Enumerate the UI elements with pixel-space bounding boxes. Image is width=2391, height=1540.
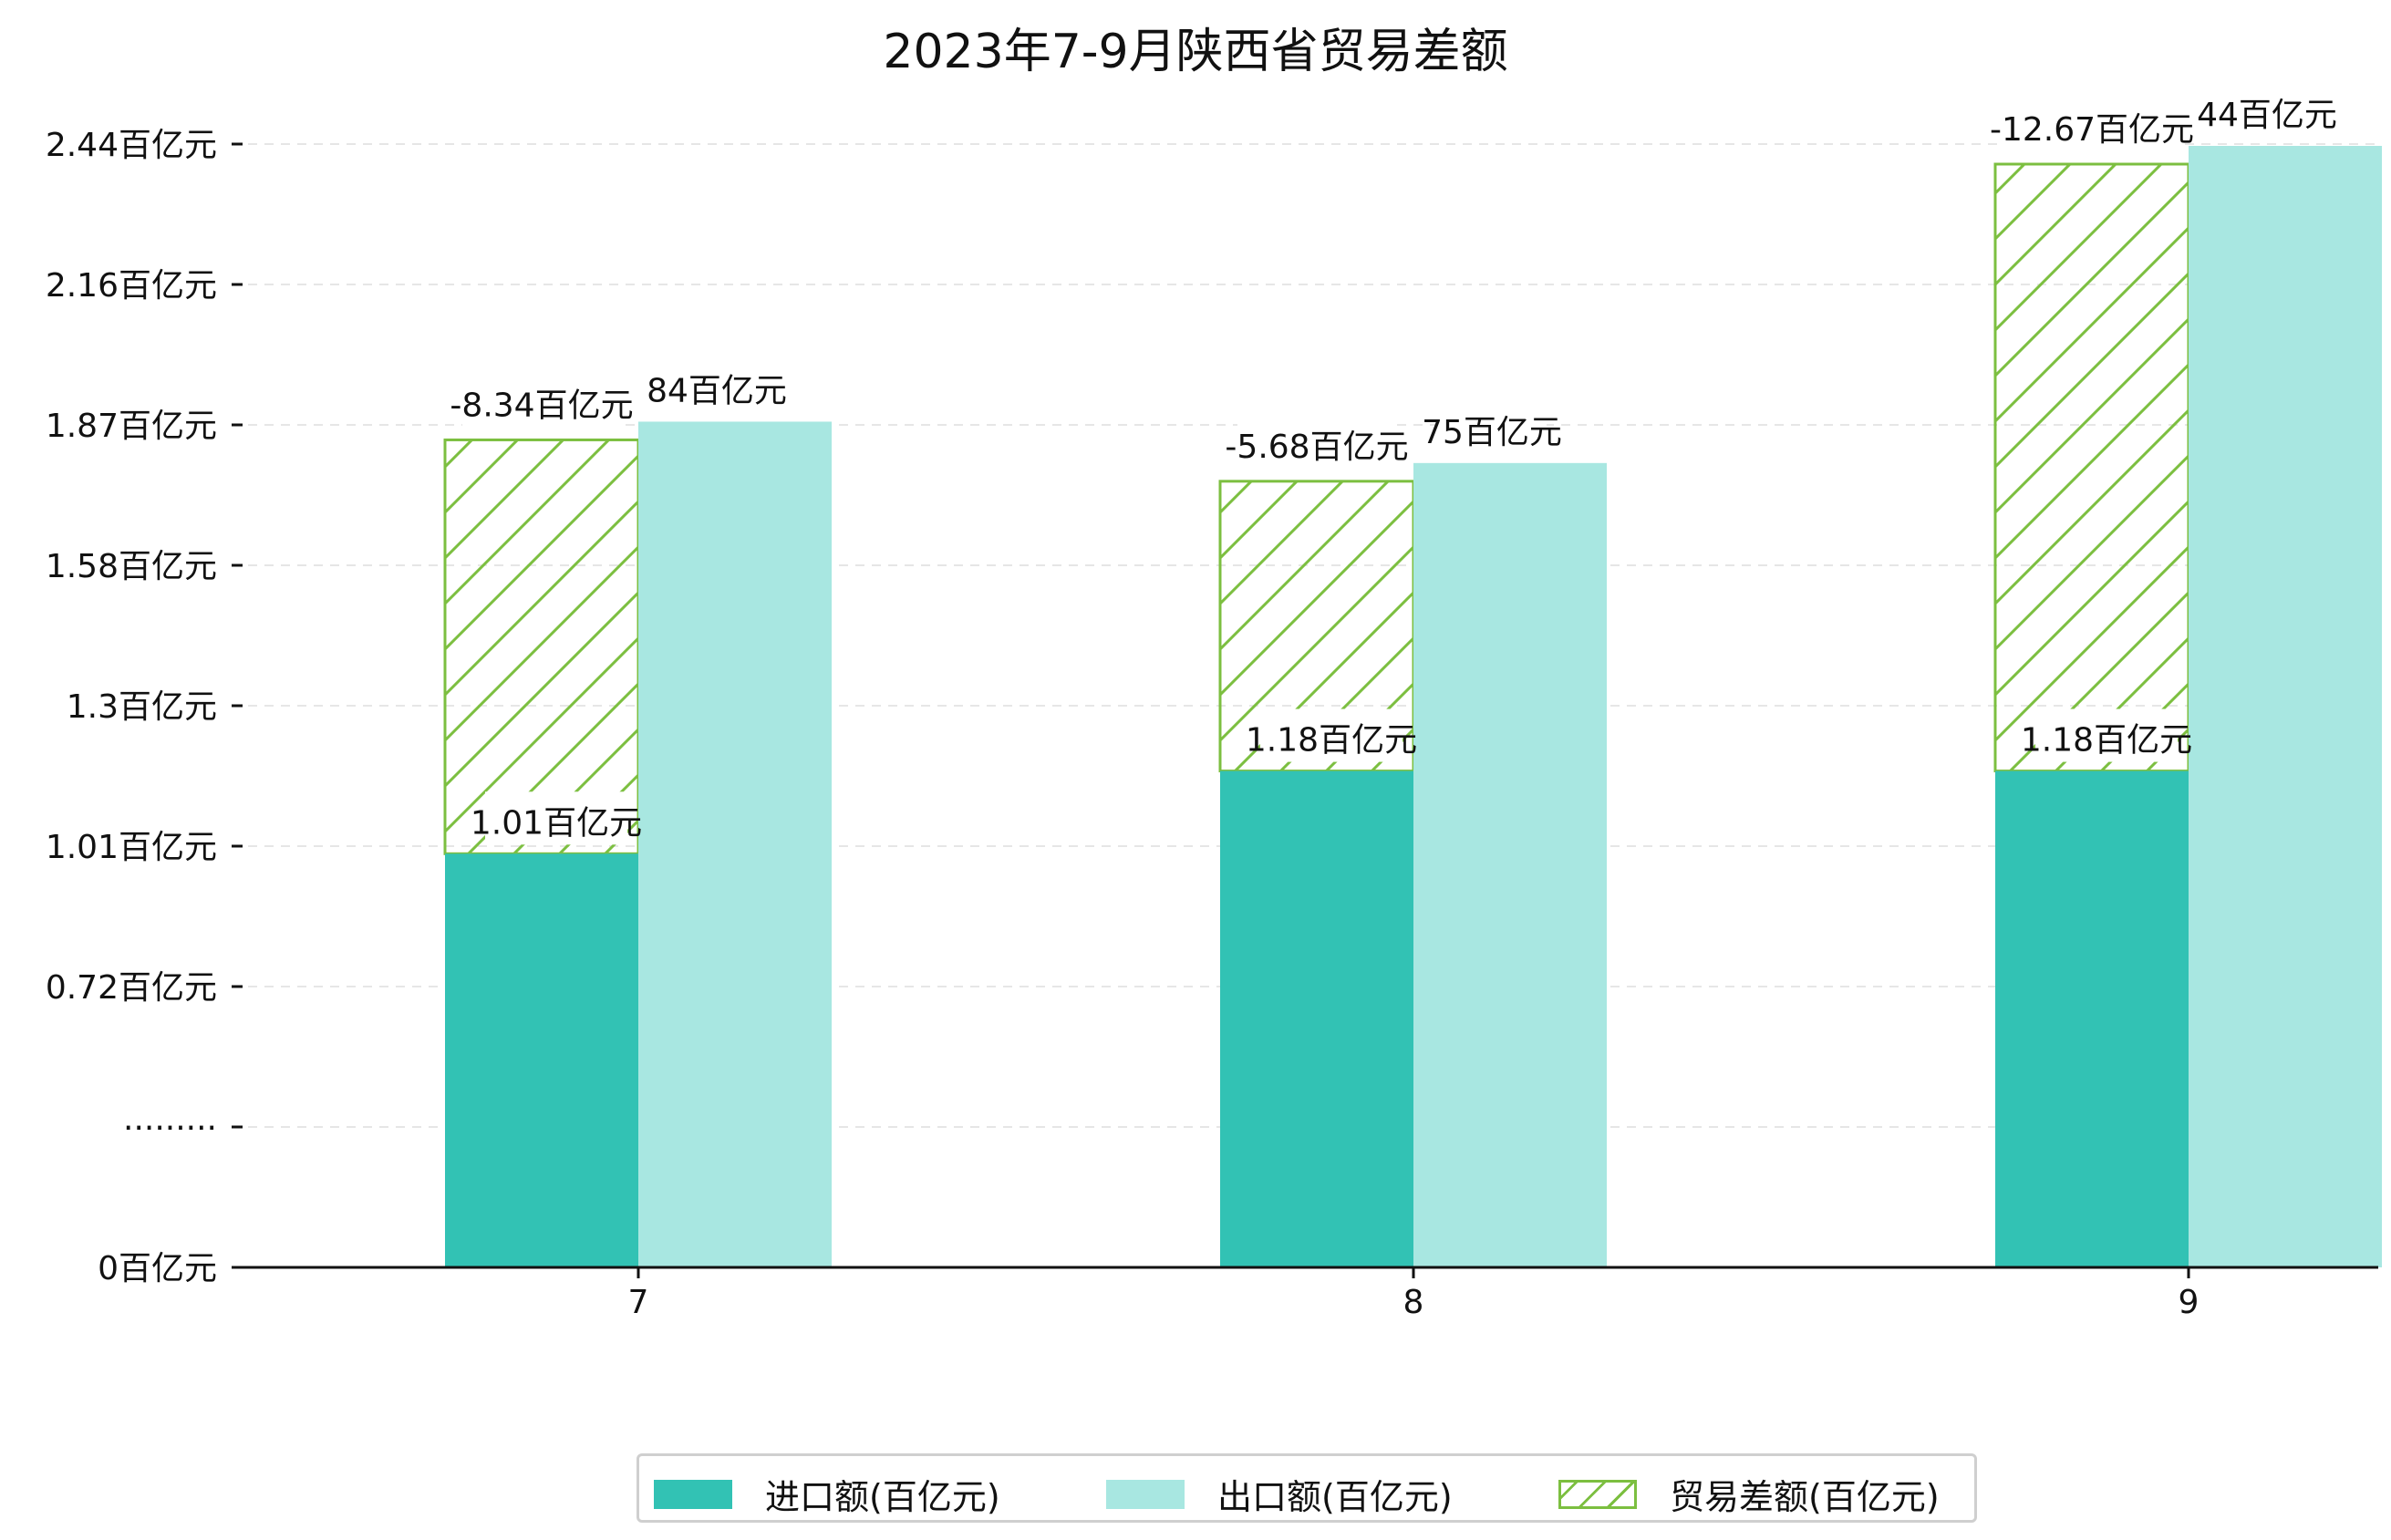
bar-label-balance-bg (462, 374, 621, 428)
bar-label-export: 44百亿元 (2197, 97, 2337, 134)
bar-label-import: 1.18百亿元 (2021, 722, 2192, 760)
bar-label-export: 84百亿元 (647, 372, 787, 409)
bar-label-balance: -8.34百亿元 (450, 387, 633, 424)
y-tick-label: 2.16百亿元 (46, 267, 217, 305)
chart-title: 2023年7-9月陕西省贸易差额 (883, 25, 1507, 79)
bar-import (1995, 770, 2189, 1267)
bar-label-export-bg (662, 359, 771, 413)
x-tick-label: 9 (2179, 1284, 2200, 1321)
legend-item-import: 进口额(百亿元) (654, 1469, 1000, 1519)
y-tick-label: ········· (123, 1110, 217, 1147)
bar-label-balance: -5.68百亿元 (1225, 429, 1408, 466)
y-tick-label: 1.58百亿元 (46, 548, 217, 585)
bar-label-balance-bg (1237, 415, 1396, 469)
bar-balance (1993, 162, 2190, 773)
legend-item-export: 出口额(百亿元) (1106, 1469, 1453, 1519)
bar-labels: -8.34百亿元 84百亿元 1.01百亿元 -5.68百亿元 75百亿元 1.18百亿元… (450, 84, 2337, 845)
y-tick-label: 1.3百亿元 (67, 688, 217, 726)
bar-export (2189, 146, 2382, 1267)
bar-label-balance-bg (2004, 98, 2179, 151)
legend-label-import: 进口额(百亿元) (765, 1477, 1000, 1517)
bar-export (638, 421, 832, 1268)
x-tick-label: 8 (1403, 1284, 1424, 1321)
legend-swatch-balance (1558, 1479, 1637, 1509)
bar-label-import-bg (2035, 708, 2178, 762)
legend-label-export: 出口额(百亿元) (1217, 1477, 1453, 1517)
bar-label-import-bg (1260, 708, 1403, 762)
legend-label-balance: 贸易差额(百亿元) (1670, 1477, 1940, 1517)
bar-label-balance: -12.67百亿元 (1990, 111, 2194, 149)
y-tick-label: 1.01百亿元 (46, 829, 217, 866)
bar-label-export-bg (1437, 400, 1547, 454)
legend: 进口额(百亿元) 出口额(百亿元) 贸易差额(百亿元) (637, 1453, 1977, 1523)
bar-import (1220, 770, 1413, 1267)
x-tick-label: 7 (628, 1284, 649, 1321)
bar-label-export-bg (2212, 84, 2322, 137)
x-axis: 7 8 9 (232, 1266, 2378, 1321)
bar-label-import: 1.18百亿元 (1246, 722, 1417, 760)
bar-label-import-bg (485, 791, 627, 845)
bar-label-import: 1.01百亿元 (471, 804, 642, 842)
bars (443, 146, 2382, 1268)
y-tick-label: 2.44百亿元 (46, 127, 217, 164)
legend-item-balance: 贸易差额(百亿元) (1558, 1469, 1940, 1519)
y-tick-label: 0.72百亿元 (46, 969, 217, 1007)
y-tick-label: 1.87百亿元 (46, 408, 217, 445)
legend-swatch-export (1106, 1479, 1185, 1509)
bar-label-export: 75百亿元 (1422, 414, 1562, 451)
y-tick-label: 0百亿元 (98, 1250, 217, 1287)
bar-export (1413, 462, 1607, 1267)
legend-swatch-import (654, 1479, 732, 1509)
y-axis: 0百亿元 ········· 0.72百亿元 1.01百亿元 1.3百亿元 1.58百亿元… (46, 127, 243, 1287)
bar-balance (443, 438, 640, 855)
bar-import (445, 853, 638, 1267)
